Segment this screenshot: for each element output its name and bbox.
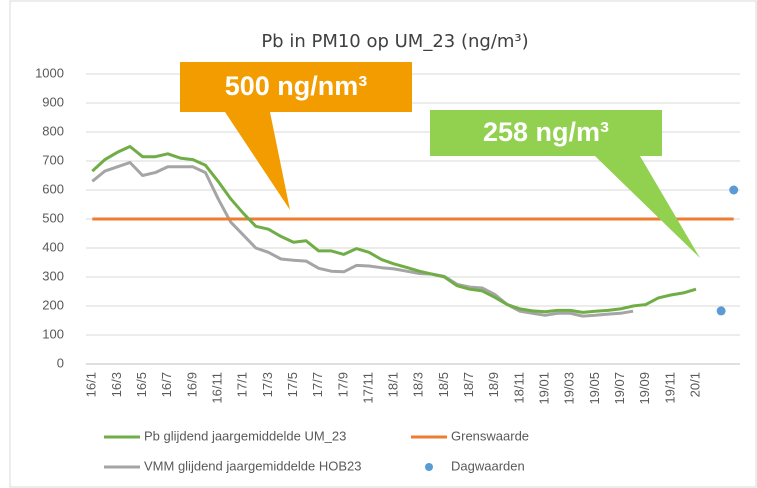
x-tick-label: 19/01 (536, 372, 551, 405)
callout-orange: 500 ng/nm³ (180, 62, 412, 210)
scatter-point (716, 306, 726, 316)
y-tick-label: 100 (42, 326, 64, 341)
series-line (91, 145, 697, 314)
x-tick-label: 17/5 (285, 372, 300, 397)
x-tick-label: 18/1 (386, 372, 401, 397)
callout-text: 500 ng/nm³ (225, 71, 368, 101)
y-tick-label: 900 (42, 94, 64, 109)
x-tick-label: 19/03 (562, 372, 577, 405)
x-tick-label: 17/3 (260, 372, 275, 397)
x-tick-label: 18/3 (411, 372, 426, 397)
x-tick-label: 17/11 (360, 372, 375, 404)
y-tick-label: 0 (57, 355, 64, 370)
legend-item: Grenswaarde (411, 428, 529, 443)
x-tick-label: 16/11 (209, 372, 224, 404)
x-tick-label: 19/11 (662, 372, 677, 404)
x-tick-label: 18/9 (486, 372, 501, 397)
series-line (91, 161, 634, 318)
y-tick-label: 400 (42, 239, 64, 254)
x-tick-label: 16/9 (184, 372, 199, 397)
x-tick-label: 20/1 (687, 372, 702, 397)
legend-item: Pb glijdend jaargemiddelde UM_23 (104, 428, 346, 443)
x-tick-label: 19/07 (612, 372, 627, 405)
legend-item: Dagwaarden (425, 458, 525, 473)
callout-green: 258 ng/m³ (430, 110, 700, 258)
x-tick-label: 18/5 (436, 372, 451, 397)
legend-marker (425, 463, 433, 471)
x-tick-label: 19/05 (587, 372, 602, 405)
y-tick-label: 200 (42, 297, 64, 312)
x-tick-label: 17/1 (235, 372, 250, 397)
y-tick-label: 500 (42, 210, 64, 225)
scatter-point (729, 185, 739, 195)
x-tick-label: 18/11 (511, 372, 526, 404)
y-tick-label: 300 (42, 268, 64, 283)
callout-text: 258 ng/m³ (483, 117, 609, 147)
legend-label: VMM glijdend jaargemiddelde HOB23 (144, 458, 362, 473)
legend-item: VMM glijdend jaargemiddelde HOB23 (104, 458, 362, 473)
x-tick-label: 16/5 (134, 372, 149, 397)
x-tick-label: 17/9 (335, 372, 350, 397)
legend-label: Pb glijdend jaargemiddelde UM_23 (144, 428, 346, 443)
y-tick-label: 600 (42, 181, 64, 196)
x-tick-label: 16/3 (109, 372, 124, 397)
x-tick-label: 17/7 (310, 372, 325, 397)
y-tick-label: 1000 (35, 65, 64, 80)
y-tick-label: 800 (42, 123, 64, 138)
legend-label: Dagwaarden (451, 458, 525, 473)
x-tick-label: 16/7 (159, 372, 174, 397)
plot-area: 0 100 200 300 400 500 600 700 800 900 1000 16/1 16/3… (35, 65, 740, 405)
x-tick-label: 16/1 (84, 372, 99, 397)
legend-label: Grenswaarde (451, 428, 529, 443)
y-tick-label: 700 (42, 152, 64, 167)
x-tick-label: 19/09 (637, 372, 652, 405)
chart-title: Pb in PM10 op UM_23 (ng/m³) (261, 31, 528, 52)
callout-shape (180, 62, 412, 210)
callout-shape (430, 110, 700, 258)
x-tick-label: 18/7 (461, 372, 476, 397)
